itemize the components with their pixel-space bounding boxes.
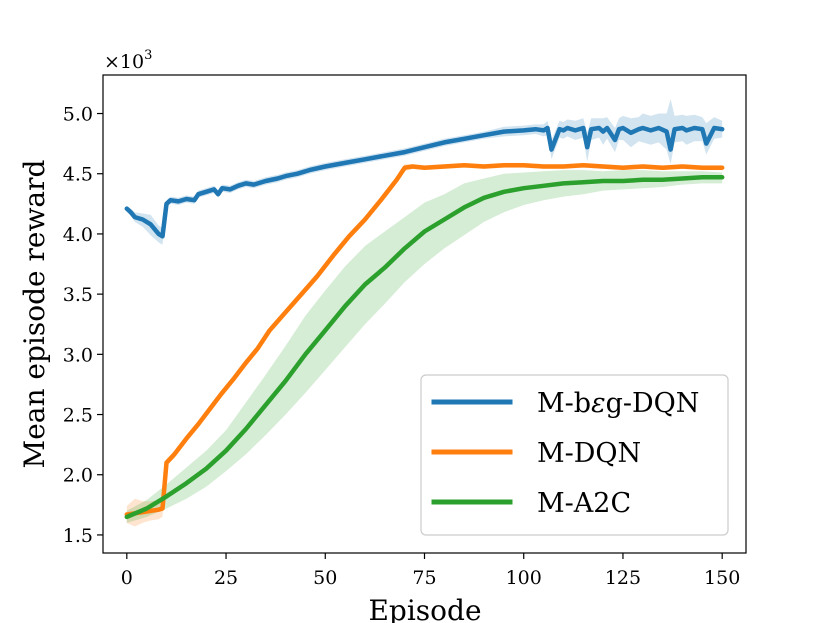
x-axis-label: Episode <box>368 594 481 623</box>
band-m-b-g-dqn <box>126 99 723 245</box>
y-tick-label: 3.5 <box>63 284 93 306</box>
x-tick-label: 25 <box>214 567 238 589</box>
line-m-a2c <box>124 175 725 520</box>
y-tick-label: 2.0 <box>63 465 93 487</box>
y-tick-label: 3.0 <box>63 344 93 366</box>
epsilon-symbol: ε <box>591 388 606 419</box>
y-axis-ticks: 1.5 2.0 2.5 3.0 3.5 4.0 4.5 5.0 <box>63 104 103 547</box>
y-tick-label: 2.5 <box>63 405 93 427</box>
confidence-bands <box>126 99 723 527</box>
x-tick-label: 0 <box>121 567 133 589</box>
y-axis-label: Mean episode reward <box>18 160 51 469</box>
legend-label-prefix: M-b <box>537 388 591 419</box>
x-tick-label: 100 <box>506 567 542 589</box>
x-tick-label: 125 <box>605 567 641 589</box>
line-m-dqn <box>124 163 725 517</box>
legend: M-bεg-DQN M-DQN M-A2C <box>420 374 729 536</box>
y-multiplier-exponent: 3 <box>144 48 152 63</box>
line-m-b-g-dqn <box>124 125 725 239</box>
plot-area <box>124 99 725 527</box>
x-axis-ticks: 0 25 50 75 100 125 150 <box>121 553 740 589</box>
series-lines <box>124 125 725 520</box>
y-tick-label: 4.5 <box>63 164 93 186</box>
legend-label-suffix: g-DQN <box>606 388 700 419</box>
y-axis-multiplier: ×103 <box>104 48 152 73</box>
legend-label-m-a2c: M-A2C <box>537 488 631 519</box>
x-tick-label: 150 <box>704 567 740 589</box>
legend-label-m-beg-dqn: M-bεg-DQN <box>537 388 699 419</box>
y-tick-label: 5.0 <box>63 104 93 126</box>
legend-box <box>420 374 729 536</box>
y-tick-label: 1.5 <box>63 525 93 547</box>
band-m-a2c <box>126 170 723 523</box>
legend-label-m-dqn: M-DQN <box>537 438 641 469</box>
x-tick-label: 50 <box>313 567 337 589</box>
y-tick-label: 4.0 <box>63 224 93 246</box>
x-tick-label: 75 <box>412 567 436 589</box>
y-multiplier-base: ×10 <box>104 51 144 73</box>
